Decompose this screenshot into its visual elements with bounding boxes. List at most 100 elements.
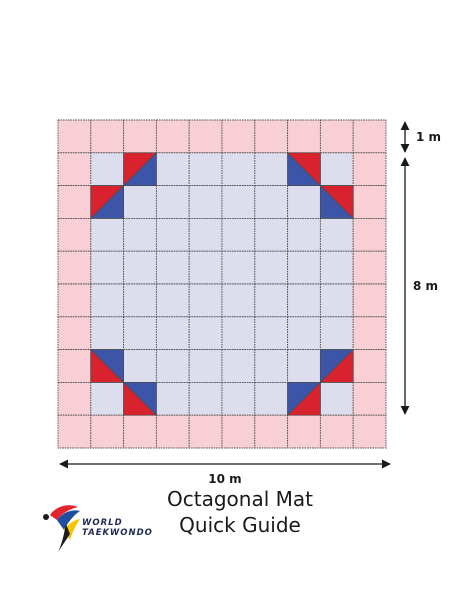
dimension-1m: 1 m [400, 121, 441, 153]
title-line-1: Octagonal Mat [167, 487, 313, 511]
mat-tile [155, 119, 190, 154]
mat-tile [352, 349, 387, 383]
mat-tile [155, 217, 190, 252]
mat-tile [155, 381, 190, 416]
mat-tile [90, 283, 125, 318]
dimension-8m-label: 8 m [413, 279, 438, 293]
mat-tile [319, 250, 354, 285]
mat-tile [123, 250, 157, 285]
corner-triangle [89, 184, 124, 219]
mat-tile [319, 119, 354, 154]
mat-tile [221, 414, 256, 449]
mat-tile [188, 349, 223, 383]
mat-tile [352, 283, 387, 318]
mat-tile [57, 283, 92, 318]
mat-tile [254, 316, 289, 351]
mat-tile [155, 283, 190, 318]
mat-tile [221, 316, 256, 351]
mat-tile [352, 250, 387, 285]
mat-tile [155, 349, 190, 383]
mat-tile [90, 250, 125, 285]
corner-triangle [89, 349, 124, 384]
mat-tile [254, 414, 289, 449]
mat-tile [123, 283, 157, 318]
mat-tile [352, 119, 387, 154]
logo-text-taekwondo: TAEKWONDO [82, 528, 153, 538]
mat-tile [90, 316, 125, 351]
mat-corner-triangles [89, 151, 355, 417]
mat-tile [287, 349, 321, 383]
mat-tile [221, 185, 256, 219]
mat-tile [123, 119, 157, 154]
mat-tile [188, 119, 223, 154]
mat-tile [254, 381, 289, 416]
mat-grid [57, 119, 387, 449]
mat-tile [254, 250, 289, 285]
dimension-1m-label: 1 m [416, 130, 441, 144]
mat-tile [57, 217, 92, 252]
mat-tile [188, 283, 223, 318]
corner-triangle [122, 151, 157, 186]
dimension-10m-label: 10 m [208, 472, 241, 486]
mat-tile [155, 185, 190, 219]
mat-tile [188, 381, 223, 416]
mat-tile [221, 250, 256, 285]
corner-triangle [122, 382, 157, 417]
mat-tile [221, 119, 256, 154]
mat-tile [123, 349, 157, 383]
corner-triangle [287, 151, 322, 186]
mat-tile [319, 283, 354, 318]
mat-tile [221, 381, 256, 416]
mat-tile [188, 414, 223, 449]
mat-tile [287, 250, 321, 285]
mat-tile [90, 217, 125, 252]
mat-tile [57, 185, 92, 219]
mat-tile [90, 152, 125, 187]
mat-tile [287, 185, 321, 219]
mat-tile [287, 414, 321, 449]
mat-tile [188, 185, 223, 219]
mat-tile [123, 217, 157, 252]
mat-tile [221, 283, 256, 318]
mat-tile [319, 414, 354, 449]
dimension-8m: 8 m [400, 157, 438, 415]
mat-tile [352, 381, 387, 416]
mat-tile [57, 250, 92, 285]
mat-tile [287, 316, 321, 351]
mat-tile [188, 217, 223, 252]
mat-tile [57, 414, 92, 449]
mat-tile [123, 414, 157, 449]
corner-triangle [287, 382, 322, 417]
logo-text-world: WORLD [82, 518, 123, 528]
mat-tile [57, 316, 92, 351]
mat-tile [352, 217, 387, 252]
world-taekwondo-logo-icon [43, 505, 80, 552]
mat-tile [254, 185, 289, 219]
mat-tile [155, 414, 190, 449]
mat-tile [319, 316, 354, 351]
mat-tile [57, 152, 92, 187]
mat-tile [254, 283, 289, 318]
mat-tile [57, 381, 92, 416]
mat-tile [254, 349, 289, 383]
mat-tile [57, 119, 92, 154]
mat-tile [221, 349, 256, 383]
mat-tile [188, 316, 223, 351]
mat-tile [254, 152, 289, 187]
mat-tile [123, 185, 157, 219]
mat-tile [287, 119, 321, 154]
mat-tile [352, 414, 387, 449]
mat-tile [90, 119, 125, 154]
mat-tile [123, 316, 157, 351]
mat-tile [90, 381, 125, 416]
mat-tile [221, 217, 256, 252]
mat-tile [188, 250, 223, 285]
mat-tile [155, 250, 190, 285]
mat-tile [155, 316, 190, 351]
mat-tile [319, 152, 354, 187]
mat-tile [352, 316, 387, 351]
mat-tile [352, 185, 387, 219]
mat-tile [287, 217, 321, 252]
mat-tile [90, 414, 125, 449]
